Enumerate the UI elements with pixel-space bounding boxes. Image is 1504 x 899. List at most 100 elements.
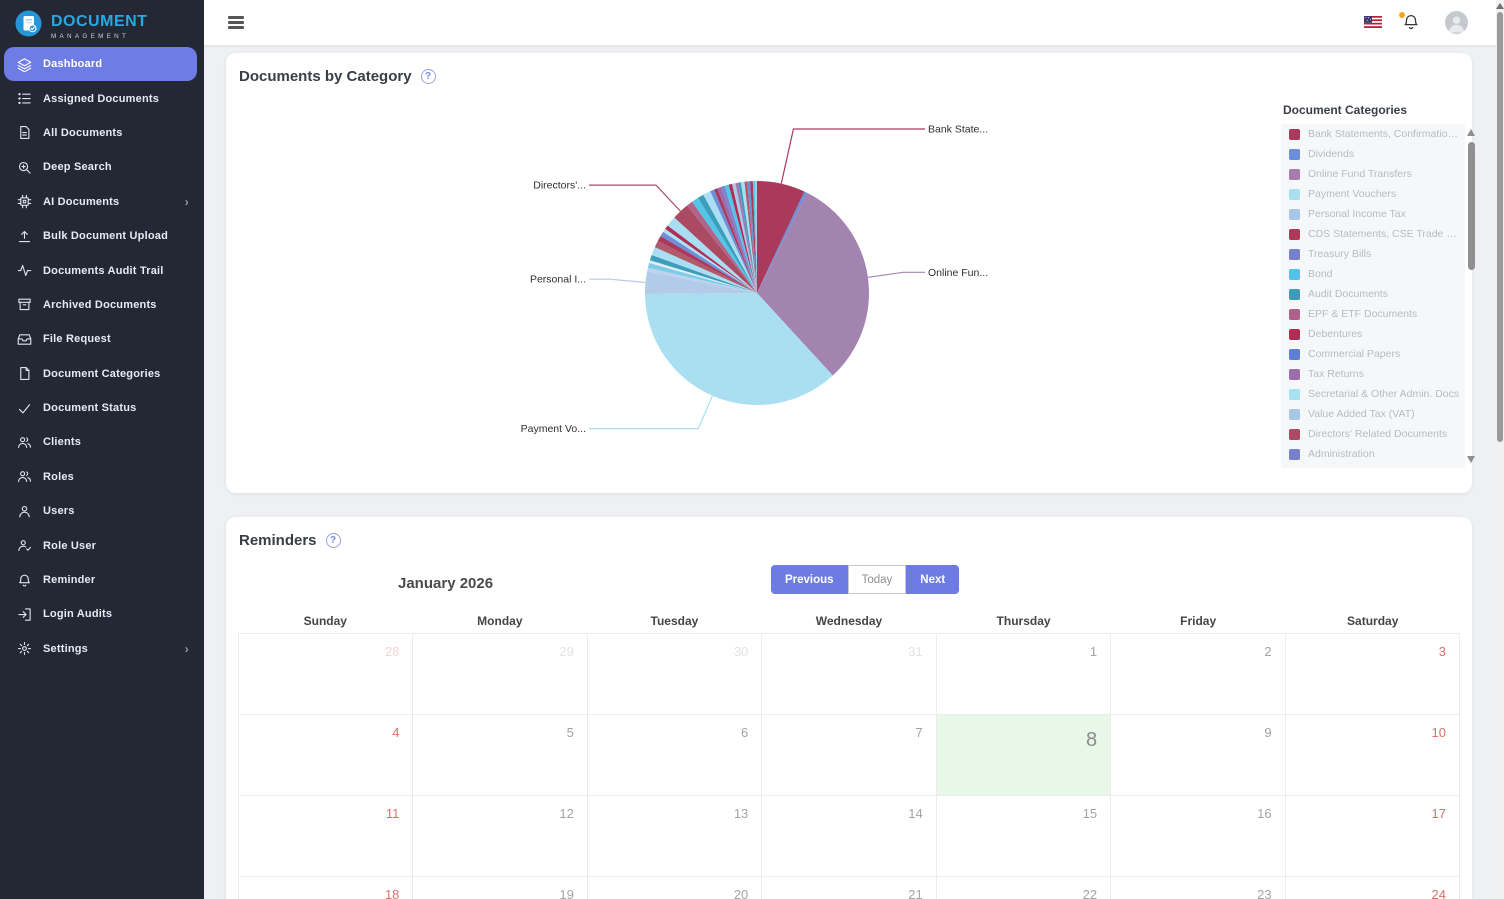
calendar-cell-13[interactable]: 13 xyxy=(587,796,763,877)
pie-slice[interactable] xyxy=(747,181,757,293)
calendar-cell-9[interactable]: 9 xyxy=(1111,715,1286,796)
sidebar-item-documents-audit-trail[interactable]: Documents Audit Trail xyxy=(4,253,197,287)
sidebar-item-users[interactable]: Users xyxy=(4,494,197,528)
calendar-cell-1[interactable]: 1 xyxy=(936,634,1112,715)
pie-slice[interactable] xyxy=(721,185,757,293)
language-us-flag-icon[interactable] xyxy=(1364,15,1382,33)
pie-slice[interactable] xyxy=(750,181,757,293)
calendar-cell-28[interactable]: 28 xyxy=(239,634,414,715)
pie-slice[interactable] xyxy=(654,240,757,293)
pie-slice-personal-income-tax[interactable] xyxy=(645,271,757,295)
menu-toggle-icon[interactable] xyxy=(228,16,244,29)
calendar-cell-22[interactable]: 22 xyxy=(936,877,1112,899)
calendar-cell-15[interactable]: 15 xyxy=(936,796,1112,877)
sidebar-item-reminder[interactable]: Reminder xyxy=(4,563,197,597)
previous-button[interactable]: Previous xyxy=(771,565,848,594)
legend-item-dividends[interactable]: Dividends xyxy=(1281,144,1465,164)
pie-slice[interactable] xyxy=(665,225,757,293)
pie-slice[interactable] xyxy=(651,247,757,293)
sidebar-item-login-audits[interactable]: Login Audits xyxy=(4,597,197,631)
calendar-cell-14[interactable]: 14 xyxy=(762,796,937,877)
pie-slice-dividends[interactable] xyxy=(757,191,807,293)
sidebar-item-roles[interactable]: Roles xyxy=(4,460,197,494)
pie-slice-online-fund-transfers[interactable] xyxy=(757,192,869,376)
calendar-cell-18[interactable]: 18 xyxy=(239,877,414,899)
calendar-cell-19[interactable]: 19 xyxy=(413,877,588,899)
pie-slice-directors-related-documents[interactable] xyxy=(674,205,757,293)
calendar-cell-16[interactable]: 16 xyxy=(1111,796,1286,877)
page-scroll-up-icon[interactable] xyxy=(1496,3,1504,9)
help-icon[interactable]: ? xyxy=(325,533,341,548)
pie-slice[interactable] xyxy=(728,183,757,293)
sidebar-item-bulk-document-upload[interactable]: Bulk Document Upload xyxy=(4,219,197,253)
help-icon[interactable]: ? xyxy=(420,69,436,84)
legend-item-online-fund-transfers[interactable]: Online Fund Transfers xyxy=(1281,164,1465,184)
pie-slice[interactable] xyxy=(703,191,757,293)
calendar-cell-29[interactable]: 29 xyxy=(413,634,588,715)
sidebar-item-settings[interactable]: Settings › xyxy=(4,632,197,666)
pie-slice[interactable] xyxy=(667,217,757,293)
legend-item-bond[interactable]: Bond xyxy=(1281,264,1465,284)
legend-item-debentures[interactable]: Debentures xyxy=(1281,324,1465,344)
legend-scrollbar-thumb[interactable] xyxy=(1468,142,1475,270)
pie-slice[interactable] xyxy=(687,201,757,293)
calendar-cell-11[interactable]: 11 xyxy=(239,796,414,877)
today-button[interactable]: Today xyxy=(847,565,907,594)
calendar-cell-10[interactable]: 10 xyxy=(1285,715,1460,796)
legend-item-audit-documents[interactable]: Audit Documents xyxy=(1281,284,1465,304)
sidebar-item-all-documents[interactable]: All Documents xyxy=(4,116,197,150)
pie-slice[interactable] xyxy=(738,182,757,293)
calendar-cell-6[interactable]: 6 xyxy=(587,715,763,796)
pie-slice[interactable] xyxy=(735,182,757,293)
pie-slice[interactable] xyxy=(657,235,757,293)
calendar-cell-8-today[interactable]: 8 xyxy=(936,715,1112,796)
calendar-cell-5[interactable]: 5 xyxy=(413,715,588,796)
legend-item-epf-etf-documents[interactable]: EPF & ETF Documents xyxy=(1281,304,1465,324)
sidebar-item-file-request[interactable]: File Request xyxy=(4,322,197,356)
sidebar-item-document-categories[interactable]: Document Categories xyxy=(4,357,197,391)
sidebar-item-deep-search[interactable]: Deep Search xyxy=(4,150,197,184)
calendar-cell-17[interactable]: 17 xyxy=(1285,796,1460,877)
calendar-cell-21[interactable]: 21 xyxy=(762,877,937,899)
sidebar-item-archived-documents[interactable]: Archived Documents xyxy=(4,288,197,322)
pie-slice[interactable] xyxy=(714,188,757,293)
calendar-cell-30[interactable]: 30 xyxy=(587,634,763,715)
legend-item-directors-related-documents[interactable]: Directors' Related Documents xyxy=(1281,424,1465,444)
pie-slice[interactable] xyxy=(752,181,757,293)
pie-slice[interactable] xyxy=(660,231,757,293)
legend-item-cds-statements-cse-trade-confirmations[interactable]: CDS Statements, CSE Trade Confirmations xyxy=(1281,224,1465,244)
calendar-cell-12[interactable]: 12 xyxy=(413,796,588,877)
calendar-cell-23[interactable]: 23 xyxy=(1111,877,1286,899)
sidebar-item-role-user[interactable]: Role User xyxy=(4,528,197,562)
calendar-cell-7[interactable]: 7 xyxy=(762,715,937,796)
calendar-cell-4[interactable]: 4 xyxy=(239,715,414,796)
pie-slice[interactable] xyxy=(647,262,757,293)
legend-scroll-down-icon[interactable] xyxy=(1467,456,1475,463)
legend-item-payment-vouchers[interactable]: Payment Vouchers xyxy=(1281,184,1465,204)
user-avatar[interactable] xyxy=(1445,11,1468,39)
legend-item-bank-statements-confirmations-advices[interactable]: Bank Statements, Confirmations & Advices xyxy=(1281,124,1465,144)
next-button[interactable]: Next xyxy=(906,565,960,594)
legend-item-administration[interactable]: Administration xyxy=(1281,444,1465,464)
legend-item-tax-returns[interactable]: Tax Returns xyxy=(1281,364,1465,384)
legend-item-secretarial-other-admin-docs[interactable]: Secretarial & Other Admin. Docs xyxy=(1281,384,1465,404)
sidebar-item-dashboard[interactable]: Dashboard xyxy=(4,47,197,82)
page-scrollbar-thumb[interactable] xyxy=(1497,12,1503,442)
pie-slice[interactable] xyxy=(754,181,757,293)
legend-item-treasury-bills[interactable]: Treasury Bills xyxy=(1281,244,1465,264)
sidebar-item-ai-documents[interactable]: AI Documents › xyxy=(4,185,197,219)
pie-slice[interactable] xyxy=(692,197,757,293)
sidebar-item-document-status[interactable]: Document Status xyxy=(4,391,197,425)
sidebar-item-clients[interactable]: Clients xyxy=(4,425,197,459)
pie-slice[interactable] xyxy=(717,186,757,293)
notifications-bell-icon[interactable] xyxy=(1399,12,1420,37)
calendar-cell-31[interactable]: 31 xyxy=(762,634,937,715)
pie-slice[interactable] xyxy=(710,189,757,293)
pie-slice[interactable] xyxy=(697,194,757,293)
legend-scroll-up-icon[interactable] xyxy=(1467,129,1475,136)
legend-item-commercial-papers[interactable]: Commercial Papers xyxy=(1281,344,1465,364)
pie-slice[interactable] xyxy=(732,183,757,293)
pie-slice[interactable] xyxy=(724,184,757,293)
pie-slice[interactable] xyxy=(649,260,757,293)
pie-slice-bank-statements-confirmations-advices[interactable] xyxy=(757,181,805,293)
